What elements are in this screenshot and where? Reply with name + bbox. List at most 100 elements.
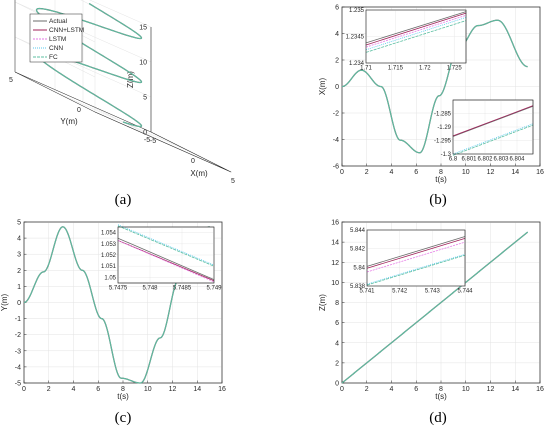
x-tick-label: 8	[121, 386, 125, 393]
x-tick-label: 6	[96, 386, 100, 393]
inset-y-tick-label: 1.051	[101, 264, 117, 270]
inset-border	[117, 226, 215, 284]
x-tick-label: 14	[511, 386, 519, 393]
inset-x-tick-label: 6.8	[449, 157, 458, 163]
plot-border	[341, 221, 541, 384]
inset-y-tick-label: 1.234	[349, 61, 365, 67]
legend-frame	[29, 13, 83, 63]
legend: Actual CNN+LSTM LSTM CNN FC	[29, 13, 84, 63]
inset-x-tick-label: 5.749	[206, 286, 222, 292]
y-tick-label: -1	[15, 316, 21, 323]
panel-b-caption: (b)	[429, 192, 447, 208]
y-axis-label: X(m)	[318, 78, 327, 96]
inset-series-lstm-line	[365, 14, 467, 48]
inset-b-bottom: 6.8 6.801 6.802 6.803 6.804 -1.285 -1.29 -1.295…	[434, 99, 534, 163]
y-tick-label: 14	[331, 240, 339, 247]
inset-series-fc-line	[366, 254, 466, 286]
inset-x-tick-label: 1.71	[360, 66, 372, 72]
axis-floor-front	[94, 111, 232, 173]
inset-b-top: 1.71 1.715 1.72 1.725 1.234 1.2345 1.235	[346, 8, 467, 72]
inset-y-tick-label: 1.053	[101, 242, 117, 248]
y-axis-label: Y(m)	[0, 294, 9, 312]
x-tick-label: 2	[47, 386, 51, 393]
x-tick-label: 10	[462, 386, 470, 393]
inset-y-tick-label: -1.29	[437, 125, 451, 131]
inset-y-tick-label: -1.285	[434, 112, 452, 118]
inset-series-actual-line	[117, 237, 215, 281]
inset-series-cnn_lstm-line	[117, 240, 215, 282]
inset-y-tick-label: 5.842	[350, 247, 366, 253]
y-tick-label: -5	[144, 137, 150, 144]
x-tick-label: 4	[72, 386, 76, 393]
x-tick-label: 12	[487, 169, 495, 176]
inset-series-cnn-line	[117, 224, 215, 266]
inset-y-tick-label: 5.844	[350, 228, 366, 234]
x-tick-label: 10	[144, 386, 152, 393]
inset-series-cnn_lstm-line	[452, 105, 534, 137]
y-tick-label: 12	[331, 260, 339, 267]
inset-series-cnn_lstm-line	[366, 238, 466, 269]
x-tick-label: 12	[169, 386, 177, 393]
inset-border	[366, 229, 466, 287]
inset-series-actual-line	[365, 11, 467, 44]
y-tick-label: 0	[17, 300, 21, 307]
y-tick-label: -2	[333, 111, 339, 118]
x-tick-label: 8	[439, 386, 443, 393]
inset-y-tick-label: 1.235	[349, 8, 365, 14]
panel-c: 0 2 4 6 8 10 12 14 16-5-4-3-2-1012345t(s)Y(m)5.7…	[0, 220, 226, 427]
y-tick-label: 0	[335, 381, 339, 388]
inset-y-tick-label: 1.05	[104, 275, 116, 281]
panel-a: -505-505051015X(m)Y(m)Z(m)ActualCNN+LSTM…	[9, 0, 235, 185]
x-axis-label: t(s)	[117, 392, 129, 401]
y-tick-label: 6	[335, 320, 339, 327]
x-tick-label: 5	[231, 178, 235, 185]
y-tick-label: 4	[335, 340, 339, 347]
y-tick-label: 3	[17, 252, 21, 259]
inset-series-fc-line	[365, 20, 467, 53]
y-tick-label: 1	[17, 284, 21, 291]
x-tick-label: 0	[191, 158, 195, 165]
y-tick-label: -6	[333, 164, 339, 171]
x-tick-label: 16	[536, 386, 544, 393]
x-tick-label: 0	[340, 386, 344, 393]
x-tick-label: 12	[487, 386, 495, 393]
inset-y-tick-label: 1.2345	[346, 35, 365, 41]
inset-series-actual-line	[366, 236, 466, 267]
y-tick-label: -4	[333, 137, 339, 144]
panel-b: 0 2 4 6 8 10 12 14 16 -6 -4 -2 0 2 4 6 t(s) X(m) 1.71 1.715…	[318, 5, 544, 209]
x-tick-label: 8	[439, 169, 443, 176]
legend-label-actual: Actual	[49, 18, 68, 25]
x-axis-label: t(s)	[435, 175, 447, 184]
legend-label-fc: FC	[49, 54, 58, 61]
y-tick-label: -3	[15, 348, 21, 355]
x-tick-label: 10	[462, 169, 470, 176]
inset-x-tick-label: 1.72	[419, 66, 431, 72]
legend-label-cnn: CNN	[49, 45, 63, 52]
y-tick-label: -5	[15, 381, 21, 388]
inset-border	[365, 9, 467, 64]
inset-y-tick-label: 5.838	[350, 284, 366, 290]
inset-series-fc-line	[452, 124, 534, 156]
inset-x-tick-label: 5.7485	[173, 286, 192, 292]
x-tick-label: 14	[511, 169, 519, 176]
inset-frame	[366, 229, 466, 287]
inset-d: 5.741 5.742 5.743 5.744 5.844 5.842 5.84 5.838	[350, 228, 473, 295]
series-fc-line	[341, 231, 528, 384]
inset-series-cnn-line	[365, 17, 467, 51]
y-tick-label: 5	[17, 220, 21, 227]
y-tick-label: 4	[17, 236, 21, 243]
panel-c-caption: (c)	[115, 410, 132, 426]
x-tick-label: 6	[414, 386, 418, 393]
y-tick-label: 0	[77, 107, 81, 114]
y-tick-label: 5	[9, 77, 13, 84]
inset-series-cnn_lstm-line	[365, 12, 467, 46]
inset-x-tick-label: 1.725	[447, 66, 463, 72]
series-fc-line	[341, 19, 528, 154]
inset-y-tick-label: -1.295	[434, 139, 452, 145]
y-tick-label: -4	[15, 364, 21, 371]
inset-y-tick-label: 5.84	[353, 265, 365, 271]
y-tick-label: 8	[335, 300, 339, 307]
inset-x-tick-label: 5.743	[425, 289, 441, 295]
